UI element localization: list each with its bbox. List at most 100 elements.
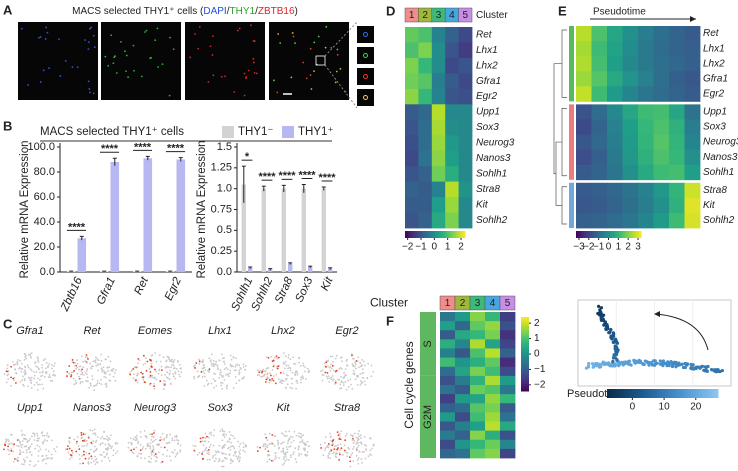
cell-dot	[223, 456, 226, 459]
cell-dot	[641, 361, 645, 366]
cell-dot	[286, 434, 288, 437]
cell-dot	[298, 452, 301, 455]
cell-dot	[172, 373, 174, 375]
y-tick-label: 1.25	[211, 162, 232, 174]
cell-dot	[176, 443, 179, 445]
cell-dot	[107, 437, 110, 439]
heatmap-cell	[591, 56, 608, 72]
cell-dot	[29, 353, 31, 356]
cell-dot	[37, 383, 39, 386]
heatmap-cell	[684, 197, 701, 214]
cell-dot	[233, 447, 236, 450]
cell-dot	[349, 434, 352, 436]
cell-dot	[37, 460, 40, 462]
cell-dot	[140, 436, 142, 438]
cell-dot	[161, 63, 164, 65]
cell-dot	[144, 362, 147, 365]
cell-dot	[59, 75, 62, 77]
cell-dot	[623, 361, 627, 366]
heatmap-cell	[500, 394, 516, 404]
colorbar-step	[454, 231, 457, 238]
colorbar-step	[521, 385, 529, 388]
cell-dot	[282, 352, 285, 354]
cell-dot	[30, 454, 33, 456]
heatmap-cell	[440, 421, 456, 432]
cell-dot	[229, 354, 232, 357]
heatmap-cell	[470, 385, 486, 395]
cell-dot	[360, 443, 363, 445]
cell-dot	[132, 438, 135, 440]
cell-dot	[38, 445, 41, 448]
heatmap-cell	[576, 56, 592, 72]
cell-dot	[45, 372, 48, 375]
cell-dot	[10, 376, 12, 379]
cell-dot	[329, 457, 332, 460]
cell-dot	[86, 356, 88, 359]
colorbar-step	[620, 389, 625, 398]
bar	[321, 188, 326, 272]
cell-dot	[256, 446, 259, 448]
cell-dot	[242, 449, 245, 452]
cell-dot	[282, 449, 285, 452]
cell-dot	[604, 361, 608, 366]
cell-dot	[218, 451, 220, 453]
cell-dot	[327, 456, 330, 459]
cell-dot	[81, 439, 84, 442]
heatmap-cell	[607, 149, 623, 166]
cell-dot	[168, 378, 171, 381]
cell-dot	[304, 448, 307, 451]
cell-dot	[330, 367, 333, 370]
cell-dot	[104, 376, 107, 379]
cell-dot	[237, 440, 239, 443]
cell-dot	[360, 458, 363, 460]
cell-dot	[238, 460, 240, 463]
colorbar-step	[709, 389, 713, 398]
cell-dot	[338, 438, 341, 440]
cell-dot	[250, 24, 252, 27]
cell-dot	[25, 451, 28, 454]
cell-dot	[53, 447, 56, 450]
cell-dot	[280, 442, 282, 445]
cell-dot	[212, 444, 215, 447]
cell-dot	[110, 447, 113, 449]
cell-dot	[24, 366, 27, 369]
cell-dot	[279, 42, 282, 44]
x-tick-label: Kit	[319, 275, 336, 293]
cell-dot	[89, 382, 92, 385]
cell-dot	[219, 369, 222, 372]
colorbar-step	[521, 378, 529, 381]
cell-dot	[33, 377, 35, 380]
cell-dot	[68, 441, 71, 444]
cell-dot	[10, 449, 13, 452]
colorbar-step	[607, 389, 611, 398]
cell-dot	[292, 35, 295, 38]
cell-dot	[304, 453, 306, 456]
cell-dot	[35, 371, 38, 373]
heatmap-cell	[455, 321, 471, 331]
cell-dot	[278, 457, 280, 459]
cell-dot	[163, 388, 165, 391]
cell-dot	[242, 442, 245, 444]
cell-dot	[194, 445, 197, 448]
cell-dot	[45, 462, 47, 465]
cell-dot	[48, 363, 51, 366]
cell-dot	[198, 360, 201, 363]
colorbar-step	[695, 389, 700, 398]
cell-dot	[92, 460, 95, 463]
cell-dot	[23, 371, 26, 374]
heatmap-cell	[607, 86, 623, 102]
cell-dot	[333, 369, 335, 372]
cell-dot	[299, 441, 302, 444]
heatmap-cell	[669, 182, 685, 199]
colorbar-step	[521, 357, 529, 361]
colorbar-step	[521, 322, 529, 325]
cell-dot	[207, 440, 210, 443]
group-strip	[420, 312, 436, 376]
cell-dot	[193, 375, 195, 378]
cell-dot	[359, 373, 362, 375]
heatmap-cell	[405, 73, 419, 90]
gene-label: Lhx1	[208, 325, 232, 337]
cell-dot	[106, 452, 109, 455]
heatmap-cell	[500, 385, 516, 395]
heatmap-cell	[431, 197, 446, 213]
